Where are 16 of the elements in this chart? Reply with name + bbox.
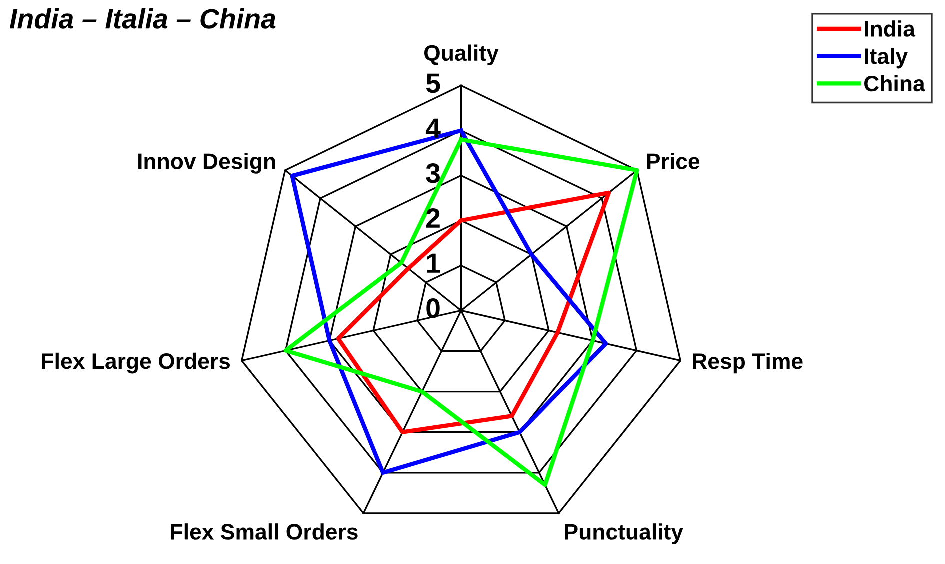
y-tick-label: 5	[426, 74, 440, 94]
y-tick-label: 3	[426, 164, 440, 184]
y-tick-label: 1	[427, 254, 440, 273]
spoke-label: Quality	[424, 44, 499, 66]
y-tick-label: 4	[426, 118, 441, 138]
spoke-label: Flex Small Orders	[171, 524, 358, 540]
legend-label: China	[864, 75, 926, 92]
legend-label: Italy	[865, 48, 908, 69]
spoke-label: Price	[647, 153, 700, 170]
legend-label: India	[865, 20, 916, 37]
y-tick-label: 2	[426, 208, 440, 228]
chart-title: India – Italia – China	[10, 8, 276, 29]
spoke-label: Innov Design	[138, 153, 276, 174]
spoke-label: Punctuality	[565, 524, 684, 544]
spoke-label: Flex Large Orders	[42, 352, 230, 374]
spoke-label: Resp Time	[693, 352, 803, 374]
